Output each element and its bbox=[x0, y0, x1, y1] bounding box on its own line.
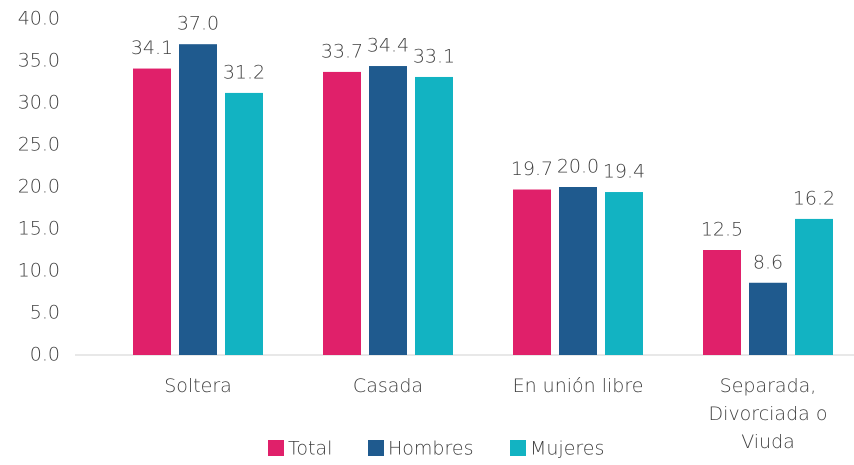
value-label: 37.0 bbox=[177, 13, 219, 35]
bar bbox=[369, 66, 407, 355]
y-tick-label: 30.0 bbox=[18, 92, 60, 114]
bar bbox=[225, 92, 263, 356]
x-tick-label: Separada, Divorciada o Viuda bbox=[708, 375, 828, 453]
y-tick-label: 0.0 bbox=[30, 344, 60, 366]
legend-label: Hombres bbox=[388, 438, 473, 460]
y-tick-label: 25.0 bbox=[18, 134, 60, 156]
value-label: 8.6 bbox=[753, 251, 783, 273]
bar bbox=[605, 192, 643, 355]
x-tick-label: En unión libre bbox=[512, 375, 644, 397]
legend-label: Total bbox=[288, 438, 332, 460]
bar bbox=[323, 71, 361, 356]
y-tick-label: 35.0 bbox=[18, 50, 60, 72]
value-label: 33.1 bbox=[413, 45, 455, 67]
legend-swatch bbox=[368, 440, 384, 456]
x-tick-label: Casada bbox=[352, 375, 424, 397]
y-tick-label: 5.0 bbox=[30, 302, 60, 324]
legend-swatch bbox=[268, 440, 284, 456]
bar bbox=[513, 189, 551, 355]
y-tick-label: 40.0 bbox=[18, 8, 60, 30]
bar bbox=[133, 68, 171, 355]
value-label: 34.4 bbox=[367, 35, 409, 57]
bar bbox=[415, 76, 453, 356]
value-label: 20.0 bbox=[557, 156, 599, 178]
y-tick-label: 15.0 bbox=[18, 218, 60, 240]
y-tick-label: 20.0 bbox=[18, 176, 60, 198]
value-label: 31.2 bbox=[223, 61, 265, 83]
bar bbox=[703, 250, 741, 355]
bar bbox=[179, 44, 217, 355]
y-tick-label: 10.0 bbox=[18, 260, 60, 282]
bar bbox=[795, 218, 833, 355]
value-label: 33.7 bbox=[321, 40, 363, 62]
value-label: 34.1 bbox=[131, 37, 173, 59]
value-label: 16.2 bbox=[793, 187, 835, 209]
legend-swatch bbox=[510, 440, 526, 456]
value-label: 12.5 bbox=[701, 219, 743, 241]
value-label: 19.4 bbox=[603, 161, 645, 183]
bar bbox=[749, 282, 787, 355]
legend-label: Mujeres bbox=[530, 438, 604, 460]
value-label: 19.7 bbox=[511, 158, 553, 180]
x-tick-label: Soltera bbox=[164, 375, 232, 397]
bar bbox=[559, 187, 597, 355]
